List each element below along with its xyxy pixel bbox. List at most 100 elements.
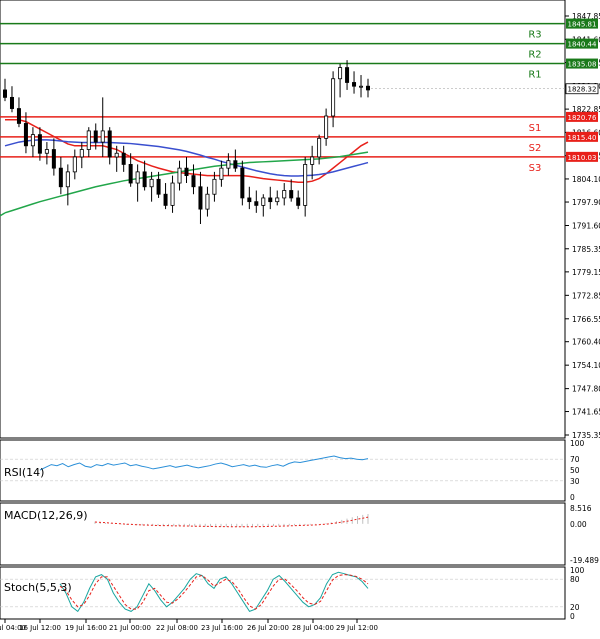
candle-body xyxy=(359,85,364,88)
stoch-panel-frame xyxy=(0,566,566,620)
x-tick-label: 23 Jul 16:00 xyxy=(201,624,243,632)
level-label-r1: R1 xyxy=(528,70,541,81)
level-label-r3: R3 xyxy=(528,30,541,41)
current-price-label: 1828.32 xyxy=(568,86,597,94)
candle-body xyxy=(177,167,182,184)
rsi-panel-frame xyxy=(0,439,566,502)
main-y-axis: 1847.851841.601835.351829.101822.851816.… xyxy=(565,12,600,440)
level-price-tag xyxy=(566,131,598,142)
candle-body xyxy=(107,130,112,158)
candle-body xyxy=(86,130,91,150)
level-label-r2: R2 xyxy=(528,50,541,61)
y-tick-label: 1766.55 xyxy=(572,315,600,324)
macd-label: MACD(12,26,9) xyxy=(4,509,88,522)
candle-body xyxy=(296,197,301,206)
y-tick-label: 1797.90 xyxy=(572,198,600,207)
candle-body xyxy=(128,164,133,184)
level-price-tag xyxy=(566,58,598,69)
candle-body xyxy=(303,164,308,206)
stoch-y-tick-label: 100 xyxy=(570,566,585,575)
candle-body xyxy=(121,152,126,165)
current-price-tag xyxy=(565,83,599,95)
level-price-tag xyxy=(566,38,598,49)
candle-body xyxy=(135,171,140,184)
y-tick-label: 1772.85 xyxy=(572,291,600,300)
candle-body xyxy=(268,197,273,203)
x-tick-label: 28 Jul 04:00 xyxy=(292,624,334,632)
support-resistance-levels: R3 1845.81 R2 1840.44 R1 1835.08 S1 1820.76 S2 18… xyxy=(0,18,598,174)
rsi-label: RSI(14) xyxy=(4,466,44,479)
candle-body xyxy=(100,130,105,143)
candle-body xyxy=(51,149,56,169)
candle-body xyxy=(79,149,84,158)
candle-body xyxy=(198,186,203,210)
candle-body xyxy=(205,193,210,210)
candle-body xyxy=(338,67,343,80)
candle-body xyxy=(226,160,231,169)
candle-body xyxy=(352,82,357,87)
level-label-s1: S1 xyxy=(529,123,542,134)
candle-body xyxy=(58,167,63,188)
stoch-line-0 xyxy=(59,571,369,613)
candle-body xyxy=(219,167,224,180)
x-tick-label: 19 Jul 16:00 xyxy=(65,624,107,632)
y-tick-label: 1735.35 xyxy=(572,431,600,440)
y-tick-label: 1847.85 xyxy=(572,12,600,21)
candle-body xyxy=(30,134,35,147)
candle-body xyxy=(191,175,196,188)
level-price-label: 1835.08 xyxy=(568,61,597,69)
candle-body xyxy=(310,156,315,165)
candle-body xyxy=(163,193,168,206)
rsi-line xyxy=(39,455,369,471)
candle-body xyxy=(275,197,280,203)
level-label-s3: S3 xyxy=(529,163,542,174)
macd-panel-frame xyxy=(0,502,566,566)
level-price-tag xyxy=(566,111,598,122)
candle-body xyxy=(156,178,161,195)
candle-body xyxy=(254,201,259,206)
candle-body xyxy=(289,190,294,199)
candle-body xyxy=(9,96,14,109)
candle-body xyxy=(240,167,245,199)
y-tick-label: 1822.85 xyxy=(572,105,600,114)
y-tick-label: 1741.65 xyxy=(572,408,600,417)
macd-y-tick-label: -19.489 xyxy=(570,556,599,565)
x-tick-label: 29 Jul 12:00 xyxy=(336,624,378,632)
candle-body xyxy=(142,171,147,188)
candle-body xyxy=(65,171,70,188)
candle-body xyxy=(233,160,238,169)
rsi-y-tick-label: 100 xyxy=(570,439,585,448)
candle-body xyxy=(170,182,175,206)
level-price-tag xyxy=(566,18,598,29)
stoch-label: Stoch(5,5,3) xyxy=(4,581,72,594)
candlesticks xyxy=(3,60,370,225)
candle-body xyxy=(16,108,21,124)
candle-body xyxy=(345,67,350,83)
rsi-y-tick-label: 0 xyxy=(570,493,575,502)
candle-body xyxy=(3,89,8,98)
x-tick-label: 22 Jul 08:00 xyxy=(156,624,198,632)
rsi-y-tick-label: 70 xyxy=(570,455,580,464)
level-price-label: 1845.81 xyxy=(568,21,597,29)
stoch-y-tick-label: 0 xyxy=(570,612,575,621)
stoch-y-tick-label: 80 xyxy=(570,575,580,584)
candle-body xyxy=(72,156,77,173)
candle-body xyxy=(37,134,42,154)
rsi-y-tick-label: 30 xyxy=(570,477,580,486)
macd-panel: 8.516 0.00 -19.489 xyxy=(94,504,599,565)
candle-body xyxy=(247,197,252,203)
y-tick-label: 1747.80 xyxy=(572,385,600,394)
candle-body xyxy=(317,137,322,158)
y-tick-label: 1791.60 xyxy=(572,222,600,231)
main-panel-frame xyxy=(0,0,566,439)
macd-y-tick-label: 0.00 xyxy=(570,520,587,529)
y-tick-label: 1754.10 xyxy=(572,361,600,370)
x-tick-label: 21 Jul 00:00 xyxy=(109,624,151,632)
x-tick-label: 15 Jul 04:00 xyxy=(0,624,26,632)
level-label-s2: S2 xyxy=(529,143,542,154)
stoch-y-tick-label: 20 xyxy=(570,603,580,612)
level-price-tag xyxy=(566,151,598,162)
